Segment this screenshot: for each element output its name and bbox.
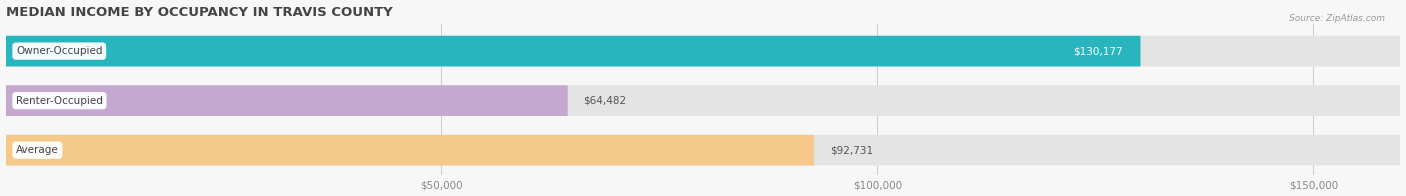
Text: $92,731: $92,731 [830,145,873,155]
Text: Owner-Occupied: Owner-Occupied [15,46,103,56]
FancyBboxPatch shape [6,36,1140,66]
Text: Renter-Occupied: Renter-Occupied [15,96,103,106]
Text: MEDIAN INCOME BY OCCUPANCY IN TRAVIS COUNTY: MEDIAN INCOME BY OCCUPANCY IN TRAVIS COU… [6,5,392,19]
FancyBboxPatch shape [6,135,814,165]
FancyBboxPatch shape [6,85,568,116]
FancyBboxPatch shape [6,36,1400,66]
FancyBboxPatch shape [6,135,1400,165]
Text: $64,482: $64,482 [583,96,627,106]
Text: Average: Average [15,145,59,155]
FancyBboxPatch shape [6,85,1400,116]
Text: $130,177: $130,177 [1073,46,1123,56]
Text: Source: ZipAtlas.com: Source: ZipAtlas.com [1289,14,1385,23]
